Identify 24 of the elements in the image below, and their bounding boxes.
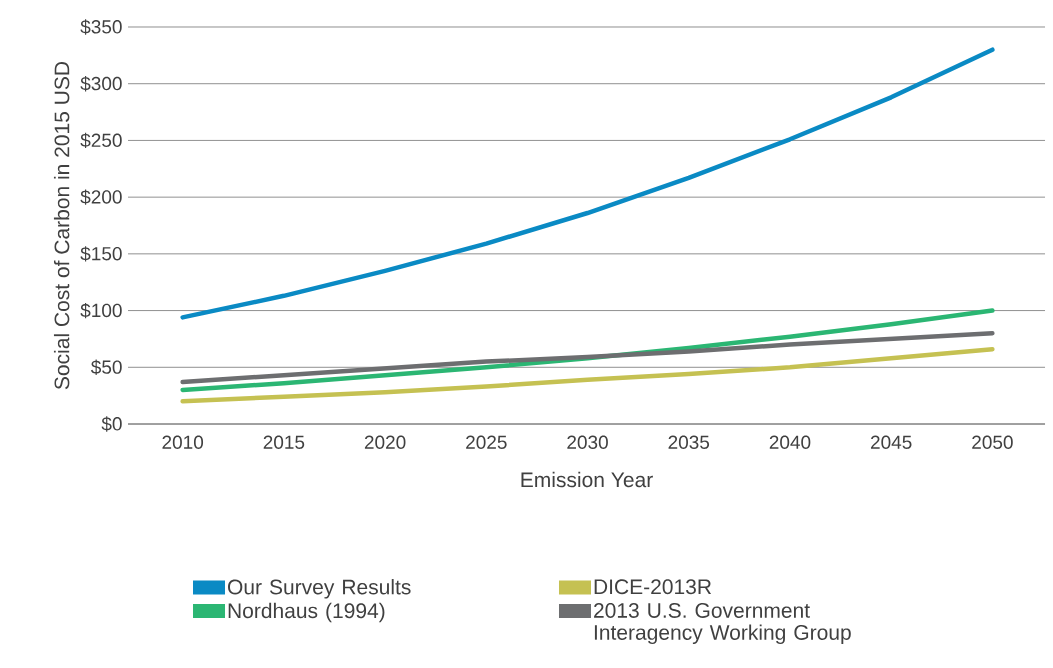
- legend-label: DICE-2013R: [594, 579, 712, 595]
- y-tick-label: $200: [80, 189, 122, 205]
- x-tick-label: 2045: [870, 435, 912, 449]
- legend-label: Our Survey Results: [228, 579, 411, 599]
- y-tick-label: $150: [80, 246, 122, 262]
- x-tick-label: 2050: [972, 435, 1013, 449]
- y-tick-label: $0: [101, 416, 122, 432]
- legend-label: 2013 U.S. Government Interagency Working Group: [594, 603, 851, 645]
- x-tick-label: 2025: [466, 435, 507, 449]
- x-axis-title: Emission Year: [521, 471, 653, 488]
- x-tick-label: 2040: [769, 435, 811, 449]
- y-tick-label: $100: [80, 302, 122, 319]
- y-tick-label: $50: [90, 359, 122, 375]
- x-tick-label: 2035: [668, 435, 710, 449]
- y-tick-label: $300: [80, 76, 122, 92]
- y-tick-label: $350: [80, 19, 122, 35]
- y-axis-title: Social Cost of Carbon in 2015 USD: [53, 61, 70, 390]
- y-tick-label: $250: [80, 132, 122, 149]
- x-tick-label: 2020: [364, 435, 406, 449]
- x-tick-label: 2010: [162, 435, 204, 449]
- line-series: [180, 47, 995, 320]
- x-tick-label: 2030: [567, 435, 608, 449]
- legend-label: Nordhaus (1994): [228, 602, 385, 623]
- x-tick-label: 2015: [263, 435, 305, 449]
